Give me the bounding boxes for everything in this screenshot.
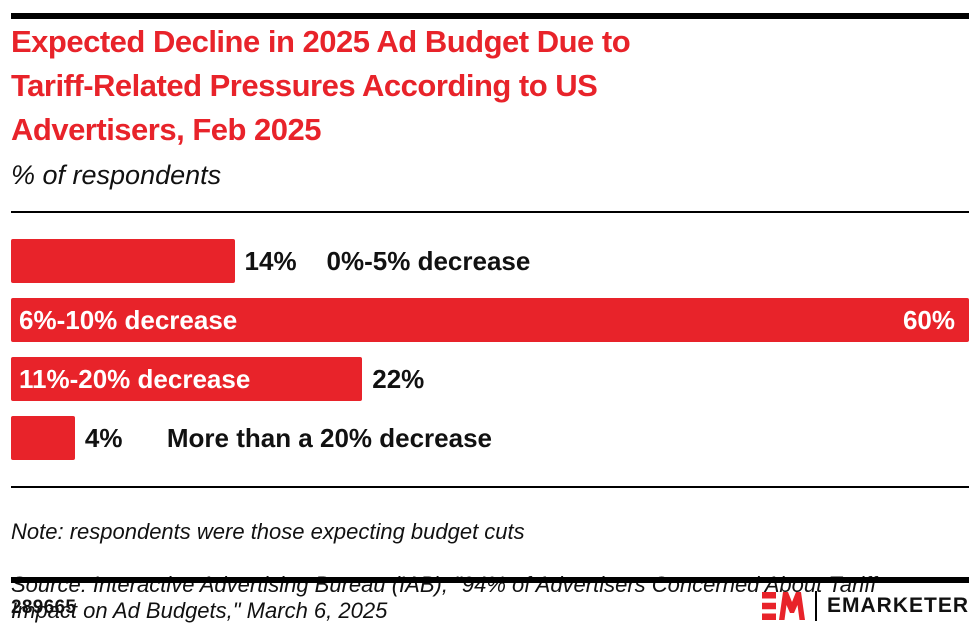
category-label: More than a 20% decrease — [166, 422, 493, 453]
emarketer-logo: EMARKETER — [761, 591, 969, 621]
bar-6-10-decrease: 6%-10% decrease 60% — [11, 298, 969, 342]
bar-chart: 14% 0%-5% decrease 6%-10% decrease 60% 1… — [11, 239, 969, 475]
logo-separator — [814, 591, 817, 621]
category-label: 0%-5% decrease — [326, 245, 531, 276]
top-rule-bar — [11, 13, 969, 19]
note-text: Note: respondents were those expecting b… — [11, 518, 525, 544]
bar-row-11-20-decrease: 11%-20% decrease 22% — [11, 357, 969, 401]
bar-row-more-than-20-decrease: 4% More than a 20% decrease — [11, 416, 969, 460]
header-divider — [11, 211, 969, 213]
category-label: 6%-10% decrease — [19, 304, 238, 335]
value-label: 14% — [244, 245, 297, 276]
bar-row-6-10-decrease: 6%-10% decrease 60% — [11, 298, 969, 342]
em-logo-icon — [761, 592, 805, 620]
footnotes: Note: respondents were those expecting b… — [11, 492, 969, 634]
chart-subtitle: % of respondents — [11, 160, 222, 190]
category-label: 11%-20% decrease — [19, 363, 251, 394]
value-label: 22% — [372, 363, 425, 394]
bar-more-than-20-decrease — [11, 416, 75, 460]
chart-id-number: 289665 — [11, 597, 77, 618]
bar-0-5-decrease — [11, 239, 235, 283]
brand-wordmark: EMARKETER — [826, 594, 969, 617]
chart-title: Expected Decline in 2025 Ad Budget Due t… — [11, 24, 631, 147]
footnote-divider — [11, 486, 969, 488]
bar-row-0-5-decrease: 14% 0%-5% decrease — [11, 239, 969, 283]
value-label: 4% — [84, 422, 123, 453]
bottom-rule-bar — [11, 577, 969, 583]
value-label: 60% — [902, 304, 955, 335]
source-text: Source: Interactive Advertising Bureau (… — [11, 571, 877, 624]
bar-11-20-decrease: 11%-20% decrease — [11, 357, 363, 401]
